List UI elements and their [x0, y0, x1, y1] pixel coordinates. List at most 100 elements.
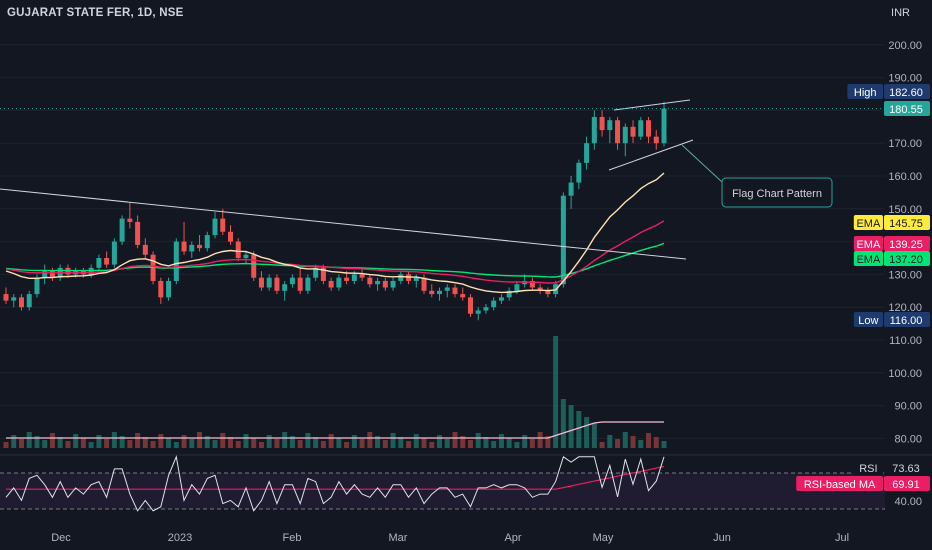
volume-bar [258, 442, 264, 448]
volume-bar [367, 432, 373, 448]
candle-body [320, 267, 326, 281]
annotation-box [721, 177, 833, 208]
candle-body [119, 218, 125, 242]
candle-body [189, 244, 195, 252]
volume-bar [452, 432, 458, 448]
volume-bar [437, 435, 443, 448]
candle-body [142, 244, 148, 255]
y-tick-label: 120.00 [888, 302, 922, 314]
candle-body [646, 120, 652, 137]
candle-body [661, 108, 667, 144]
volume-bar [204, 436, 210, 448]
volume-bar [599, 442, 605, 448]
volume-bar [297, 440, 303, 448]
ema3-badge-value-bg [884, 251, 930, 266]
volume-bar [119, 436, 125, 448]
x-tick-label: May [593, 532, 614, 544]
volume-bar [398, 437, 404, 448]
candle-body [560, 195, 566, 285]
volume-bar [653, 437, 659, 448]
rsi-ma-badge-value-bg [884, 476, 930, 491]
high-badge-label-bg [847, 84, 883, 99]
ema2-badge-label-bg [853, 236, 883, 251]
volume-bar [661, 441, 667, 448]
volume-bar [320, 441, 326, 448]
x-tick-label: Jun [713, 532, 731, 544]
candle-body [359, 274, 365, 278]
volume-bar [243, 434, 249, 448]
candle-body [390, 280, 396, 288]
volume-bar [104, 439, 110, 448]
volume-bar [73, 434, 79, 448]
annotation-text: Flag Chart Pattern [732, 188, 822, 200]
volume-bar [375, 436, 381, 448]
ema3-badge-label-bg [853, 251, 883, 266]
volume-bar [18, 439, 24, 448]
y-tick-label: 110.00 [889, 335, 922, 347]
ema-mid-line [5, 220, 665, 284]
volume-bar [537, 432, 543, 448]
rsi-badge-label: RSI [859, 463, 877, 475]
y-tick-label: 200.00 [888, 40, 922, 52]
candle-body [96, 258, 102, 268]
volume-bar [88, 442, 94, 448]
candle-body [251, 254, 257, 278]
candle-body [204, 235, 210, 249]
candle-body [382, 280, 388, 288]
volume-bar [506, 438, 512, 448]
candle-body [336, 277, 342, 288]
volume-bar [638, 440, 644, 448]
volume-bar [173, 442, 179, 448]
volume-bar [460, 436, 466, 448]
volume-bar [421, 438, 427, 448]
candle-body [104, 258, 110, 265]
ema1-badge-label: EMA [856, 218, 881, 230]
volume-bar [150, 441, 156, 448]
volume-bar [576, 411, 582, 448]
candle-body [638, 120, 644, 137]
candle-body [367, 277, 373, 285]
volume-bar [560, 399, 566, 448]
ema2-badge-value: 139.25 [889, 239, 923, 251]
volume-bar [382, 440, 388, 448]
volume-bar [197, 432, 203, 448]
volume-bar [111, 432, 117, 448]
candle-body [653, 136, 659, 144]
candle-body [282, 284, 288, 291]
high-badge-label: High [854, 87, 877, 99]
candle-body [243, 254, 249, 258]
candle-body [483, 307, 489, 311]
volume-bar [251, 438, 257, 448]
volume-bar [553, 336, 559, 448]
flag-lower-line [608, 139, 694, 171]
candle-body [607, 120, 613, 131]
volume-bar [529, 439, 535, 448]
volume-bar [467, 440, 473, 448]
annotation-pointer [681, 144, 723, 183]
volume-bar [646, 433, 652, 448]
volume-bar [212, 440, 218, 448]
volume-bar [220, 433, 226, 448]
candle-body [506, 290, 512, 298]
rsi-ma-badge-value: 69.91 [892, 479, 920, 491]
symbol-title: GUJARAT STATE FER, 1D, NSE [7, 7, 184, 19]
candle-body [158, 280, 164, 298]
candle-body [622, 126, 628, 144]
rsi-badge-value: 73.63 [892, 463, 920, 475]
volume-bar [42, 440, 48, 448]
candle-body [18, 297, 24, 308]
candle-body [227, 231, 233, 242]
rsi-badge-label-bg [853, 460, 883, 475]
candle-body [235, 241, 241, 258]
volume-bar [313, 437, 319, 448]
candle-body [135, 221, 141, 245]
volume-bar [80, 438, 86, 448]
volume-bar [3, 442, 9, 448]
candle-body [111, 241, 117, 265]
volume-bar [189, 439, 195, 448]
volume-bar [336, 438, 342, 448]
candle-body [460, 294, 466, 298]
candle-body [591, 116, 597, 144]
candle-body [173, 241, 179, 281]
